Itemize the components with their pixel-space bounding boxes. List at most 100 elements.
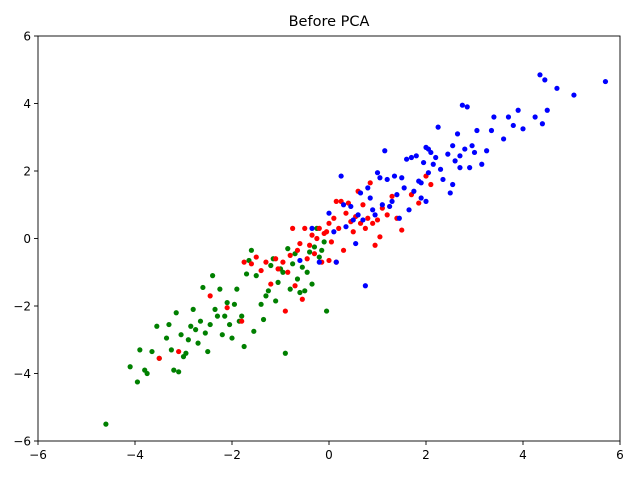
data-point xyxy=(357,190,364,196)
data-point xyxy=(544,107,550,113)
data-point xyxy=(282,308,288,314)
data-point xyxy=(299,296,305,302)
data-point xyxy=(275,266,281,272)
data-point xyxy=(367,195,373,201)
points-layer xyxy=(103,72,609,427)
data-point xyxy=(355,212,361,218)
data-point xyxy=(425,170,432,176)
data-point xyxy=(241,259,247,265)
data-point xyxy=(505,114,512,120)
data-point xyxy=(222,313,228,319)
data-point xyxy=(168,347,174,353)
y-tick-label: 4 xyxy=(23,97,31,111)
data-point xyxy=(239,318,245,324)
data-point xyxy=(260,316,267,323)
data-point xyxy=(520,126,526,132)
data-point xyxy=(195,340,201,346)
x-tick-label: 4 xyxy=(519,448,527,462)
data-point xyxy=(362,283,368,289)
data-point xyxy=(234,286,240,292)
data-point xyxy=(212,306,218,312)
data-point xyxy=(515,107,521,113)
data-point xyxy=(360,202,366,208)
data-point xyxy=(491,114,497,120)
data-point xyxy=(471,149,478,156)
data-point xyxy=(479,161,485,167)
data-point xyxy=(350,229,356,235)
data-point xyxy=(316,225,322,231)
chart-title: Before PCA xyxy=(289,14,370,30)
data-point xyxy=(454,131,461,137)
data-point xyxy=(389,193,395,199)
data-point xyxy=(360,217,366,223)
data-point xyxy=(290,225,296,231)
data-point xyxy=(372,212,378,218)
data-point xyxy=(411,188,417,194)
data-point xyxy=(127,364,133,370)
data-point xyxy=(176,369,182,375)
data-point xyxy=(333,198,339,204)
data-point xyxy=(188,323,194,329)
data-point xyxy=(241,343,247,350)
data-point xyxy=(311,251,318,257)
data-point xyxy=(372,242,378,248)
data-point xyxy=(457,165,463,171)
data-point xyxy=(510,122,516,129)
data-point xyxy=(200,284,206,291)
y-tick-label: −4 xyxy=(13,367,31,381)
data-point xyxy=(401,185,407,191)
data-point xyxy=(217,286,223,292)
data-point xyxy=(253,273,259,279)
data-point xyxy=(156,355,162,361)
data-point xyxy=(171,367,177,373)
data-point xyxy=(309,281,315,287)
data-point xyxy=(248,261,254,267)
x-tick-label: −4 xyxy=(126,448,144,462)
data-point xyxy=(602,78,609,85)
data-point xyxy=(207,321,213,328)
data-point xyxy=(348,203,354,210)
data-point xyxy=(103,421,109,427)
data-point xyxy=(370,207,376,213)
data-point xyxy=(396,215,402,221)
data-point xyxy=(418,195,424,201)
x-tick-label: −2 xyxy=(223,448,241,462)
data-point xyxy=(367,180,373,186)
data-point xyxy=(331,229,337,235)
data-point xyxy=(226,321,233,328)
data-point xyxy=(134,379,141,385)
data-point xyxy=(263,259,269,265)
data-point xyxy=(231,301,238,307)
data-point xyxy=(365,185,371,191)
data-point xyxy=(248,247,254,253)
data-point xyxy=(197,318,204,324)
data-point xyxy=(464,104,470,110)
x-tick-label: 0 xyxy=(325,448,333,462)
data-point xyxy=(532,114,538,120)
data-point xyxy=(268,281,274,287)
plot-frame xyxy=(37,35,621,442)
data-point xyxy=(336,225,342,231)
data-point xyxy=(294,276,301,282)
data-point xyxy=(394,192,400,198)
data-point xyxy=(447,190,453,196)
data-point xyxy=(542,77,548,83)
data-point xyxy=(331,215,337,221)
data-point xyxy=(333,259,339,265)
data-point xyxy=(243,271,250,277)
data-point xyxy=(452,158,458,164)
data-point xyxy=(467,165,473,171)
data-point xyxy=(328,239,335,245)
data-point xyxy=(362,225,368,231)
data-point xyxy=(202,330,208,336)
data-point xyxy=(428,181,434,188)
data-point xyxy=(275,279,281,285)
data-point xyxy=(207,293,213,299)
y-tick-label: 2 xyxy=(23,165,31,179)
data-point xyxy=(323,229,330,235)
data-point xyxy=(210,273,216,279)
data-point xyxy=(374,170,381,176)
y-tick-label: 6 xyxy=(23,30,31,44)
data-point xyxy=(178,332,184,338)
